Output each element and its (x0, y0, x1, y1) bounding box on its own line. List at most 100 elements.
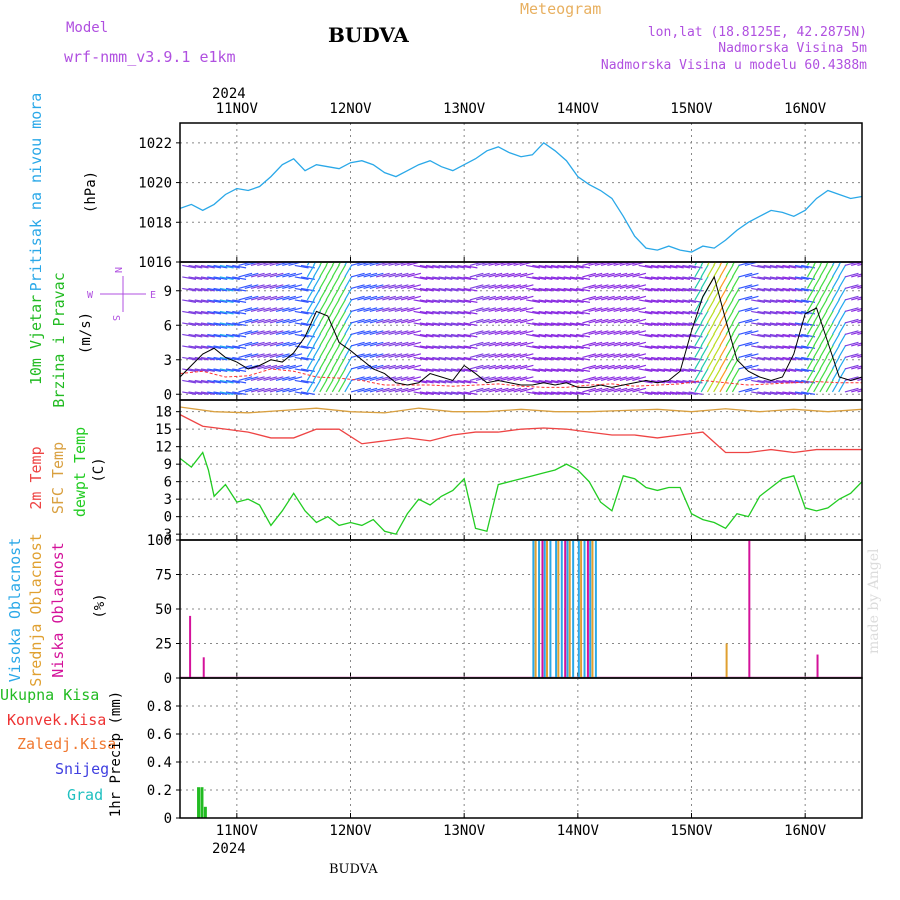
wind-arrow (494, 272, 509, 278)
wind-arrow (806, 368, 815, 381)
wind-arrow (382, 341, 397, 347)
wind-arrow (519, 272, 534, 278)
wind-arrow (532, 299, 547, 303)
wind-arrow (225, 322, 240, 326)
wind-arrow (851, 330, 862, 336)
wind-arrow (700, 262, 704, 266)
wind-arrow (644, 299, 659, 303)
wind-arrow (388, 330, 403, 336)
wind-arrow (763, 299, 778, 303)
wind-arrow (769, 310, 784, 315)
wind-arrow (263, 341, 278, 347)
wind-arrow (651, 356, 666, 361)
wind-arrow (744, 387, 759, 393)
wind-arrow (669, 264, 684, 269)
wind-arrow (500, 295, 515, 301)
wind-arrow (619, 272, 634, 278)
wind-arrow (831, 356, 840, 370)
wind-arrow (475, 307, 490, 313)
cloud-bar (543, 540, 546, 678)
wind-arrow (594, 318, 609, 324)
wind-arrow (576, 391, 591, 395)
wind-arrow (382, 318, 397, 324)
wind-arrow (357, 318, 371, 324)
wind-arrow (331, 276, 340, 289)
panel-frame (179, 677, 863, 819)
wind-arrow (725, 310, 734, 324)
wind-arrow (588, 272, 603, 278)
wind-arrow (500, 330, 515, 336)
wind-arrow (444, 287, 459, 292)
wind-arrow (238, 318, 253, 324)
wind-arrow (757, 310, 772, 315)
wind-arrow (294, 299, 309, 303)
temp-unit: (C) (91, 457, 107, 482)
wind-arrow (825, 299, 834, 312)
wind-arrow (838, 368, 847, 381)
wind-arrow (188, 322, 203, 326)
wind-arrow (532, 356, 547, 361)
wind-arrow (519, 330, 534, 336)
wind-arrow (244, 330, 259, 336)
wind-arrow (319, 276, 328, 289)
wind-arrow (706, 322, 715, 335)
wind-arrow (725, 322, 734, 335)
wind-arrow (200, 391, 215, 395)
wind-arrow (375, 307, 390, 313)
wind-arrow (607, 318, 622, 324)
wind-arrow (263, 295, 278, 301)
wind-arrow (794, 345, 809, 349)
wind-arrow (700, 345, 709, 358)
wind-arrow (457, 356, 472, 361)
wind-arrow (644, 333, 659, 338)
wind-arrow (663, 345, 678, 349)
wind-arrow (200, 299, 215, 303)
total-precip-label: Ukupna Kisa (0, 686, 99, 704)
wind-arrow (625, 307, 640, 313)
series-line (180, 406, 862, 414)
cloud-bar (594, 540, 597, 678)
wind-arrow (588, 284, 603, 290)
wind-arrow (638, 264, 653, 269)
wind-arrow (576, 287, 591, 292)
wind-arrow (632, 353, 647, 359)
wind-arrow (331, 299, 340, 312)
wind-arrow (457, 310, 472, 315)
wind-arrow (250, 295, 265, 301)
wind-arrow (638, 345, 653, 349)
wind-arrow (569, 264, 584, 269)
wind-arrow (694, 299, 703, 312)
wind-arrow (725, 262, 729, 266)
y-tick-label: 0 (164, 671, 172, 687)
wind-arrow (363, 330, 378, 336)
wind-arrow (500, 318, 515, 324)
wind-arrow (794, 356, 809, 361)
wind-arrow (450, 368, 465, 372)
wind-arrow (294, 264, 309, 269)
wind-arrow (657, 276, 672, 280)
wind-arrow (294, 276, 309, 280)
wind-arrow (719, 276, 728, 289)
wind-arrow (582, 272, 597, 278)
wind-arrow (676, 322, 691, 326)
wind-arrow (857, 321, 862, 324)
wind-arrow (394, 307, 409, 313)
wind-arrow (676, 356, 691, 361)
wind-arrow (369, 353, 384, 359)
wind-arrow (344, 276, 353, 289)
wind-arrow (444, 391, 459, 395)
wind-arrow (731, 333, 740, 347)
wind-arrow (319, 379, 328, 393)
wind-arrow (638, 379, 653, 384)
wind-arrow (457, 264, 472, 269)
wind-arrow (213, 356, 228, 361)
wind-arrow (638, 322, 653, 326)
wind-arrow (250, 307, 265, 313)
wind-arrow (706, 264, 715, 278)
wind-arrow (507, 307, 522, 313)
wind-arrow (682, 310, 697, 315)
wind-arrow (806, 287, 815, 301)
wind-arrow (257, 353, 271, 359)
wind-arrow (700, 276, 709, 289)
wind-arrow (557, 310, 572, 315)
